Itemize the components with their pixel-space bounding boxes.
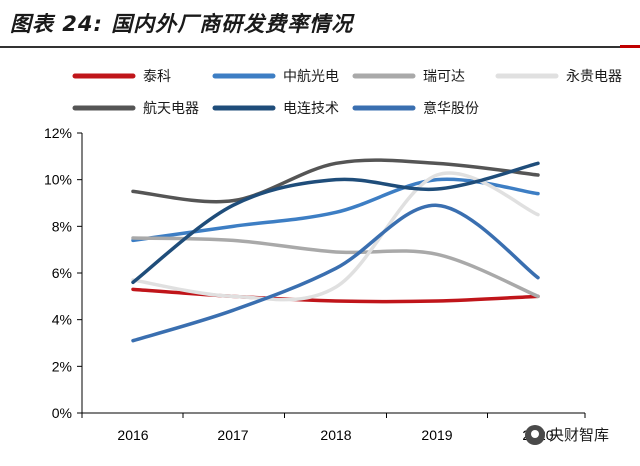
legend-label: 永贵电器	[566, 69, 622, 85]
y-tick-label: 10%	[44, 172, 72, 188]
y-tick-label: 2%	[52, 358, 72, 374]
chart-title: 图表 24: 国内外厂商研发费率情况	[10, 12, 354, 36]
legend-label: 电连技术	[283, 101, 339, 117]
x-tick-label: 2017	[217, 427, 248, 443]
series-line-6	[131, 161, 540, 285]
series-lines	[131, 158, 540, 343]
x-tick-label: 2019	[421, 427, 452, 443]
legend-label: 中航光电	[283, 69, 339, 85]
title-divider	[0, 45, 640, 48]
y-tick-label: 4%	[52, 312, 72, 328]
legend-label: 泰科	[143, 69, 171, 85]
y-tick-label: 0%	[52, 405, 72, 421]
legend-label: 航天电器	[143, 101, 199, 117]
y-tick-label: 6%	[52, 265, 72, 281]
series-line-2	[131, 177, 540, 243]
watermark: 央财智库	[525, 424, 609, 445]
series-line-7	[131, 203, 540, 343]
series-line-4	[131, 171, 540, 302]
y-tick-label: 12%	[44, 125, 72, 141]
wechat-logo-icon	[525, 424, 545, 445]
legend-label: 意华股份	[423, 100, 479, 117]
x-tick-label: 2018	[320, 427, 351, 443]
series-line-3	[131, 236, 540, 299]
x-tick-label: 2016	[117, 427, 148, 443]
y-tick-label: 8%	[52, 218, 72, 234]
legend-label: 瑞可达	[423, 69, 465, 85]
series-line-5	[131, 158, 540, 204]
watermark-text: 央财智库	[549, 426, 610, 444]
axes: 0%2%4%6%8%10%12%20162017201820192020	[44, 125, 586, 443]
